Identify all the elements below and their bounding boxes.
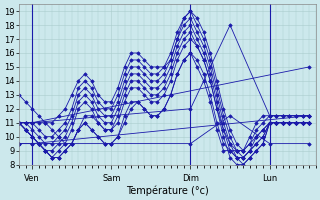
- X-axis label: Température (°c): Température (°c): [126, 185, 209, 196]
